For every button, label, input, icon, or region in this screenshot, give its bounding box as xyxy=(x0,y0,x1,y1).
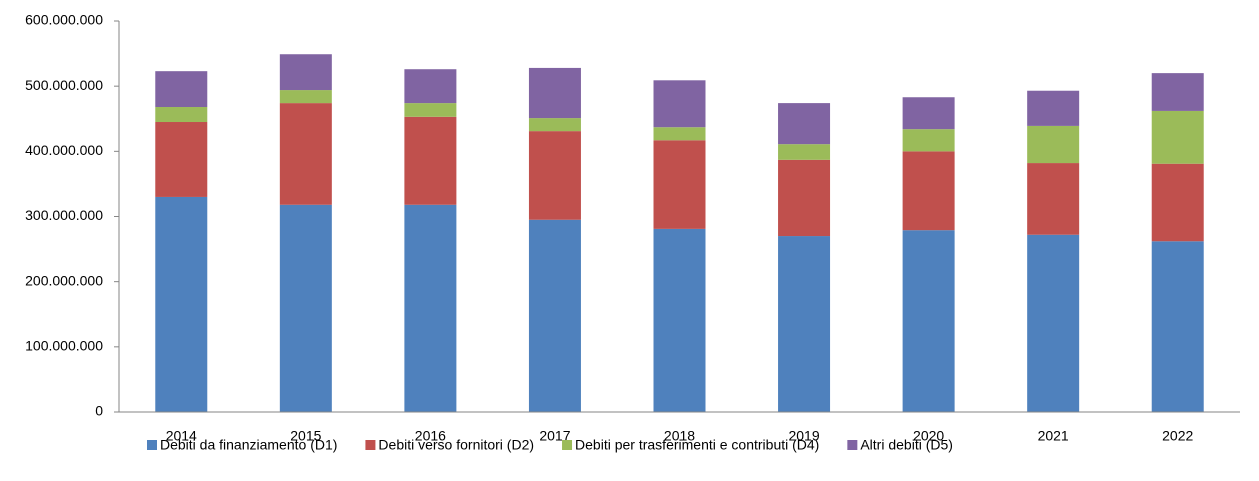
bar-segment xyxy=(404,204,457,412)
bar-segment xyxy=(902,129,955,152)
bar-segment xyxy=(902,97,955,130)
legend-swatch xyxy=(562,440,573,450)
bar-segment xyxy=(404,103,457,117)
bar-segment xyxy=(528,219,581,412)
bar-segment xyxy=(902,151,955,231)
x-tick-label: 2022 xyxy=(1162,428,1193,444)
legend-label: Altri debiti (D5) xyxy=(860,437,953,453)
legend-swatch xyxy=(847,440,858,450)
legend-swatch xyxy=(147,440,157,450)
x-tick-label: 2018 xyxy=(664,428,695,444)
bar-segment xyxy=(155,107,208,123)
bar-segment xyxy=(1027,90,1080,126)
x-tick-label: 2015 xyxy=(290,428,321,444)
y-tick-label: 500.000.000 xyxy=(25,77,103,93)
bar-segment xyxy=(155,196,208,412)
x-tick-label: 2014 xyxy=(166,428,197,444)
bar-segment xyxy=(155,122,208,197)
y-tick-label: 100.000.000 xyxy=(25,338,103,354)
bar-segment xyxy=(279,204,332,412)
bar-segment xyxy=(279,90,332,104)
bar-segment xyxy=(528,131,581,220)
bar-segment xyxy=(528,118,581,132)
x-tick-label: 2021 xyxy=(1038,428,1069,444)
x-tick-label: 2020 xyxy=(913,428,944,444)
y-tick-label: 200.000.000 xyxy=(25,272,103,288)
bar-segment xyxy=(778,144,831,160)
x-tick-label: 2016 xyxy=(415,428,446,444)
y-tick-label: 300.000.000 xyxy=(25,207,103,223)
bar-segment xyxy=(1027,234,1080,412)
bar-segment xyxy=(1027,125,1080,164)
legend-swatch xyxy=(365,440,376,450)
bar-segment xyxy=(1151,163,1204,242)
bar-segment xyxy=(1027,163,1080,235)
bar-segment xyxy=(653,228,706,412)
bar-segment xyxy=(528,67,581,119)
y-tick-label: 600.000.000 xyxy=(25,12,103,28)
bar-segment xyxy=(778,236,831,412)
bar-segment xyxy=(1151,73,1204,111)
x-tick-label: 2017 xyxy=(539,428,570,444)
bar-segment xyxy=(902,230,955,412)
bar-segment xyxy=(155,71,208,108)
bar-segment xyxy=(653,80,706,128)
legend-label: Debiti per trasferimenti e contributi (D… xyxy=(575,437,819,453)
bar-segment xyxy=(653,140,706,229)
bar-segment xyxy=(1151,110,1204,164)
legend-label: Debiti verso fornitori (D2) xyxy=(378,437,534,453)
bar-segment xyxy=(404,116,457,205)
x-tick-label: 2019 xyxy=(788,428,819,444)
bar-segment xyxy=(404,69,457,104)
legend-label: Debiti da finanziamento (D1) xyxy=(160,437,337,453)
bar-segment xyxy=(653,127,706,141)
y-tick-label: 400.000.000 xyxy=(25,142,103,158)
bar-segment xyxy=(1151,241,1204,412)
bar-segment xyxy=(778,159,831,237)
bar-segment xyxy=(279,103,332,205)
y-tick-label: 0 xyxy=(95,403,103,419)
bar-segment xyxy=(778,103,831,145)
bar-segment xyxy=(279,54,332,91)
